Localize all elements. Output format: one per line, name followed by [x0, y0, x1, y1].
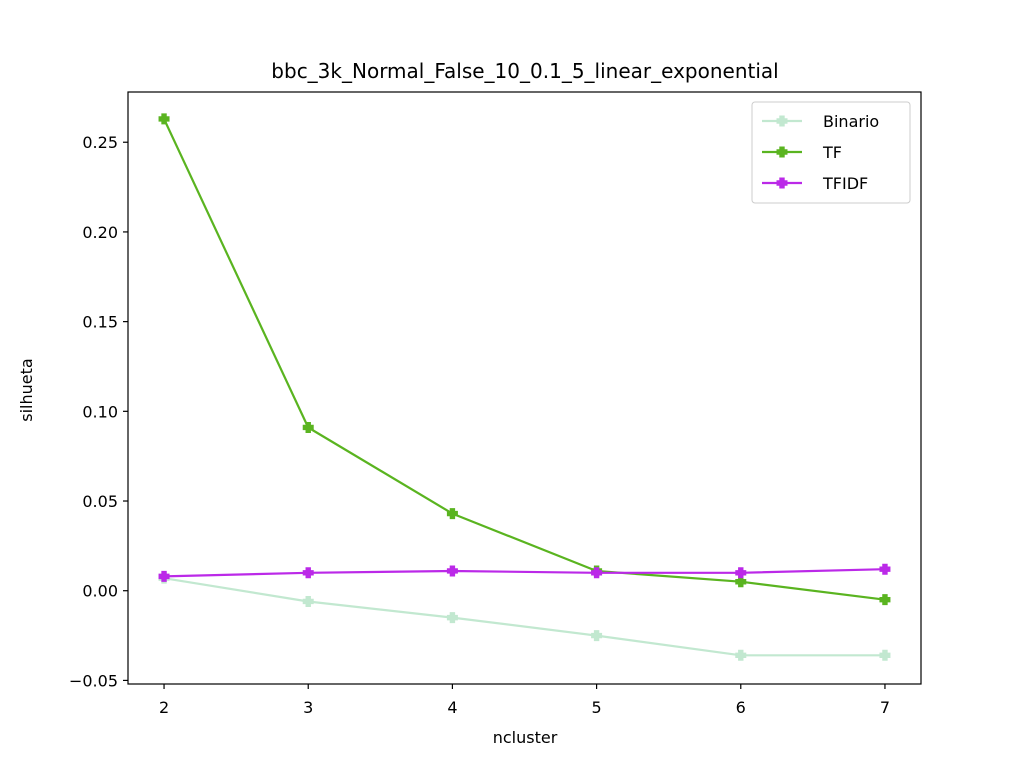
data-point-tf [735, 576, 747, 588]
legend-marker-tfidf [776, 177, 788, 189]
x-tick-label: 4 [447, 698, 457, 717]
data-point-binario [591, 630, 603, 642]
x-axis: 2 3 4 5 6 7 [159, 684, 890, 717]
legend-label-tfidf: TFIDF [822, 174, 868, 193]
y-tick-label: −0.05 [69, 671, 118, 690]
legend: Binario TF TFIDF [751, 101, 911, 204]
y-tick-label: 0.05 [82, 492, 118, 511]
data-point-tf [446, 508, 458, 520]
data-point-binario [879, 649, 891, 661]
data-point-tfidf [158, 570, 170, 582]
x-tick-label: 7 [880, 698, 890, 717]
x-tick-label: 2 [159, 698, 169, 717]
legend-marker-tf [776, 146, 788, 158]
legend-label-tf: TF [822, 143, 842, 162]
series-binario [158, 572, 891, 661]
data-point-binario [446, 612, 458, 624]
x-tick-label: 5 [591, 698, 601, 717]
legend-label-binario: Binario [823, 112, 879, 131]
data-point-binario [735, 649, 747, 661]
data-point-tfidf [735, 567, 747, 579]
series-tfidf [158, 563, 891, 582]
data-point-tfidf [446, 565, 458, 577]
chart-title: bbc_3k_Normal_False_10_0.1_5_linear_expo… [271, 59, 778, 83]
data-point-tf [879, 594, 891, 606]
y-tick-label: 0.25 [82, 133, 118, 152]
y-tick-label: 0.10 [82, 402, 118, 421]
x-tick-label: 6 [736, 698, 746, 717]
series-line-tf [163, 118, 886, 601]
data-point-tf [302, 421, 314, 433]
y-axis-label: silhueta [17, 358, 36, 421]
series-line-tfidf [163, 568, 886, 578]
data-point-tf [158, 113, 170, 125]
y-tick-label: 0.15 [82, 313, 118, 332]
y-tick-label: 0.20 [82, 223, 118, 242]
series-line-binario [163, 577, 885, 657]
x-tick-label: 3 [303, 698, 313, 717]
data-point-binario [302, 595, 314, 607]
legend-marker-binario [776, 115, 788, 127]
data-point-tfidf [591, 567, 603, 579]
data-point-tfidf [302, 567, 314, 579]
y-tick-label: 0.00 [82, 582, 118, 601]
x-axis-label: ncluster [493, 728, 558, 747]
data-point-tfidf [879, 563, 891, 575]
y-axis: −0.05 0.00 0.05 0.10 0.15 0.20 0.25 [69, 133, 128, 690]
legend-box [751, 101, 911, 204]
series-layer [158, 113, 891, 661]
